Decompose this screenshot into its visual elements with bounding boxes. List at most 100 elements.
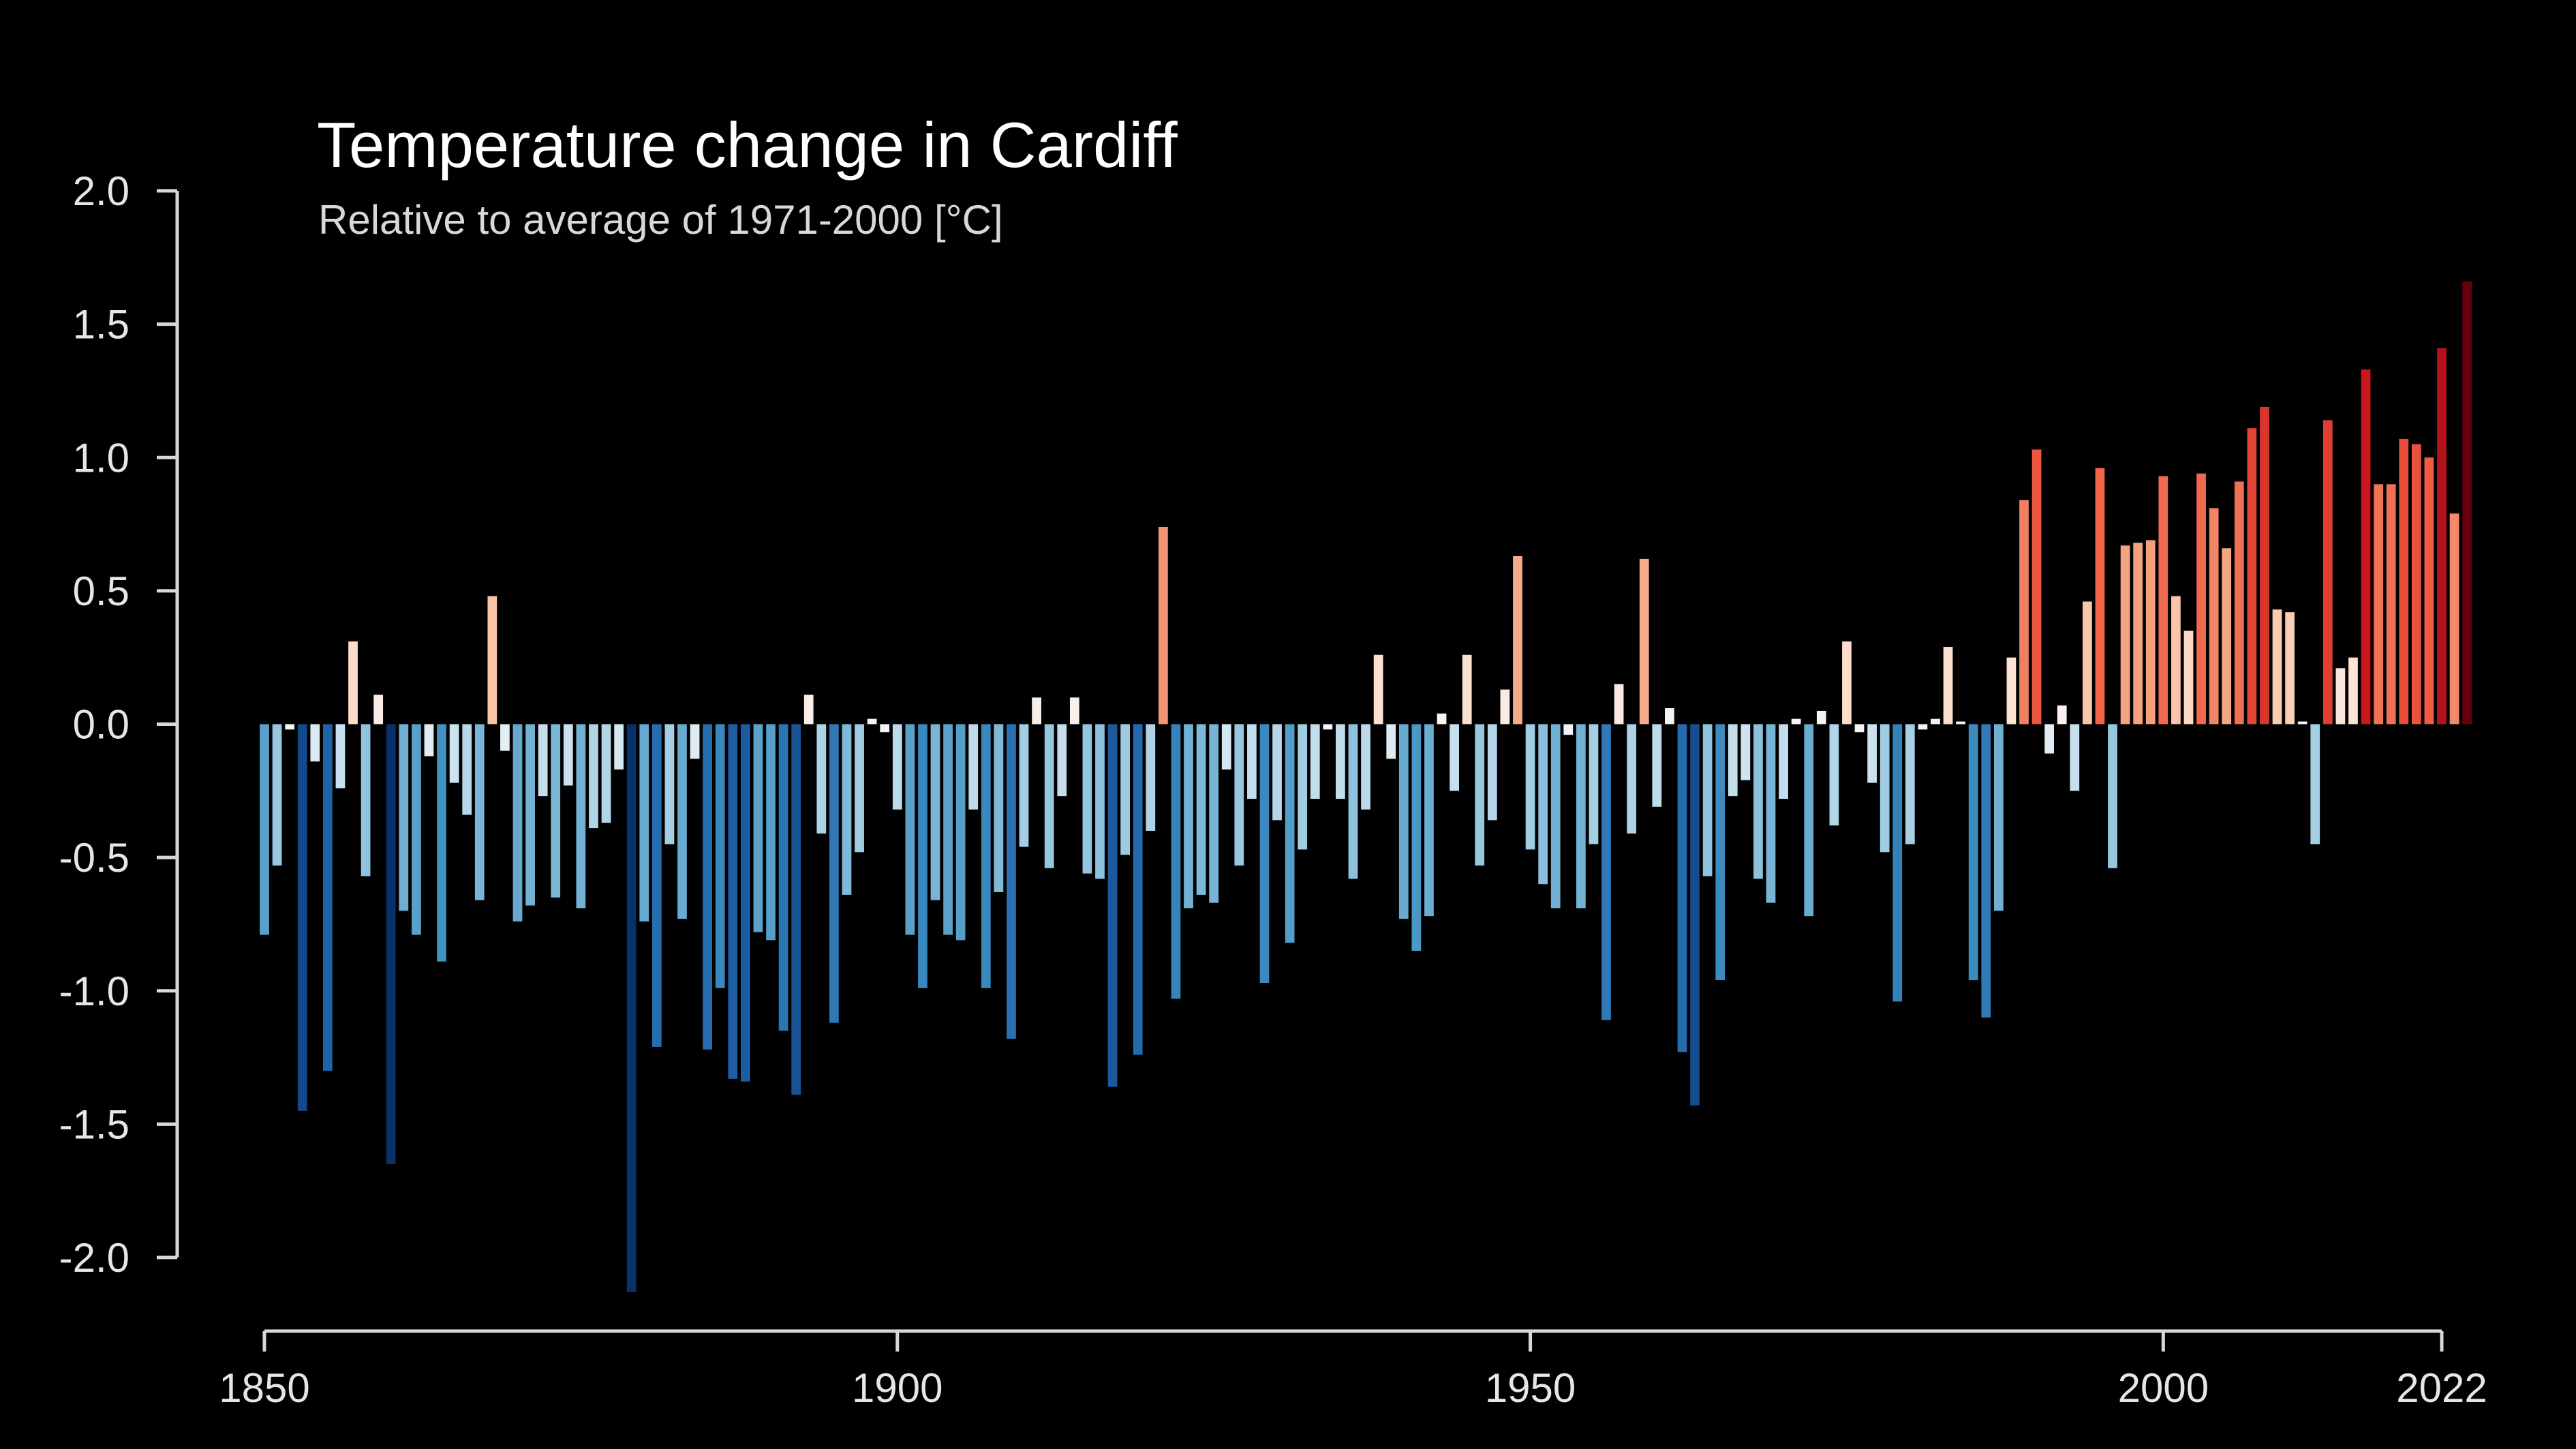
x-tick-label: 1850 <box>219 1365 309 1411</box>
bar-2016 <box>2361 369 2371 724</box>
bar-1864 <box>437 724 446 962</box>
bar-1891 <box>778 724 788 1031</box>
bar-1957 <box>1614 684 1624 724</box>
y-tick-label: 0.0 <box>73 702 129 748</box>
bar-1855 <box>323 724 333 1071</box>
bar-1985 <box>1968 724 1978 981</box>
bar-1907 <box>981 724 991 988</box>
bar-1905 <box>955 724 966 941</box>
bar-2006 <box>2234 481 2244 724</box>
y-tick-label: 0.5 <box>73 568 129 614</box>
x-tick-label: 1900 <box>852 1365 942 1411</box>
bar-1875 <box>576 724 586 909</box>
bar-1895 <box>829 724 839 1023</box>
y-tick-label: -1.5 <box>59 1101 129 1147</box>
bar-1879 <box>626 724 637 1292</box>
bar-1938 <box>1373 654 1383 724</box>
bar-2008 <box>2260 406 2269 724</box>
bar-1964 <box>1702 724 1713 876</box>
bar-1868 <box>487 596 497 724</box>
bar-1851 <box>272 724 282 866</box>
bar-1975 <box>1842 641 1852 724</box>
y-tick-label: 2.0 <box>73 168 129 214</box>
bar-1982 <box>1931 718 1940 724</box>
bar-1853 <box>297 724 307 1111</box>
bar-2020 <box>2411 444 2421 724</box>
bar-1926 <box>1221 724 1231 770</box>
bar-2021 <box>2424 457 2434 724</box>
bar-2010 <box>2285 612 2295 724</box>
bar-1980 <box>1905 724 1915 844</box>
bar-1948 <box>1500 689 1510 724</box>
bar-1994 <box>2083 601 2092 724</box>
bar-1956 <box>1601 724 1611 1020</box>
bar-1995 <box>2095 468 2105 724</box>
bar-1886 <box>715 724 725 988</box>
bar-1861 <box>399 724 409 911</box>
bar-1965 <box>1715 724 1726 981</box>
bar-1881 <box>651 724 662 1047</box>
bar-1871 <box>525 724 535 906</box>
y-axis: 2.0 1.5 1.0 0.5 0.0 -0.5 -1.0 -1.5 -2.0 <box>59 168 179 1281</box>
bar-1950 <box>1525 724 1535 850</box>
bar-1947 <box>1487 724 1497 821</box>
chart-title: Temperature change in Cardiff <box>317 109 1178 181</box>
bar-1931 <box>1285 724 1295 943</box>
bar-1924 <box>1196 724 1206 895</box>
bar-1993 <box>2070 724 2080 791</box>
bar-1960 <box>1652 724 1662 807</box>
bar-1914 <box>1069 697 1079 724</box>
bar-1966 <box>1728 724 1738 797</box>
bar-1921 <box>1158 526 1168 724</box>
bar-2013 <box>2322 420 2333 724</box>
bar-2009 <box>2272 609 2282 724</box>
bar-1987 <box>1993 724 2004 911</box>
bar-1867 <box>474 724 485 900</box>
bar-series <box>260 281 2472 1292</box>
y-tick-label: -0.5 <box>59 835 129 881</box>
bar-1932 <box>1298 724 1308 850</box>
bar-1933 <box>1310 724 1320 799</box>
bar-1942 <box>1424 724 1434 917</box>
bar-1955 <box>1589 724 1599 844</box>
bar-1863 <box>424 724 434 757</box>
bar-1986 <box>1981 724 1991 1018</box>
bar-2007 <box>2247 428 2257 724</box>
bar-1968 <box>1753 724 1763 879</box>
bar-1974 <box>1829 724 1839 826</box>
bar-1929 <box>1259 724 1270 983</box>
bar-1911 <box>1032 697 1041 724</box>
bar-1910 <box>1019 724 1029 847</box>
bar-1920 <box>1146 724 1156 831</box>
x-tick-label: 2000 <box>2118 1365 2209 1411</box>
bar-1872 <box>538 724 548 797</box>
chart-subtitle: Relative to average of 1971-2000 [°C] <box>318 197 1003 243</box>
bar-2017 <box>2374 484 2383 724</box>
y-tick-label: 1.0 <box>73 435 129 481</box>
bar-1917 <box>1107 724 1118 1087</box>
bar-1983 <box>1943 647 1953 724</box>
bar-1916 <box>1095 724 1105 879</box>
bar-1992 <box>2057 705 2067 724</box>
bar-1936 <box>1348 724 1358 879</box>
bar-2012 <box>2310 724 2320 844</box>
bar-1877 <box>601 724 611 823</box>
bar-1940 <box>1398 724 1409 919</box>
bar-1858 <box>361 724 371 876</box>
bar-1869 <box>500 724 510 751</box>
bar-1990 <box>2031 449 2042 724</box>
bar-1978 <box>1880 724 1890 853</box>
bar-1981 <box>1918 724 1928 730</box>
bar-1953 <box>1563 724 1574 735</box>
bar-1973 <box>1816 710 1826 724</box>
bar-1887 <box>728 724 738 1079</box>
bar-2024 <box>2462 281 2472 724</box>
bar-1944 <box>1450 724 1459 791</box>
bar-1865 <box>449 724 459 783</box>
bar-1862 <box>412 724 421 935</box>
bar-1952 <box>1550 724 1561 909</box>
bar-1918 <box>1120 724 1131 855</box>
bar-1976 <box>1854 724 1865 733</box>
bar-1999 <box>2145 540 2156 724</box>
